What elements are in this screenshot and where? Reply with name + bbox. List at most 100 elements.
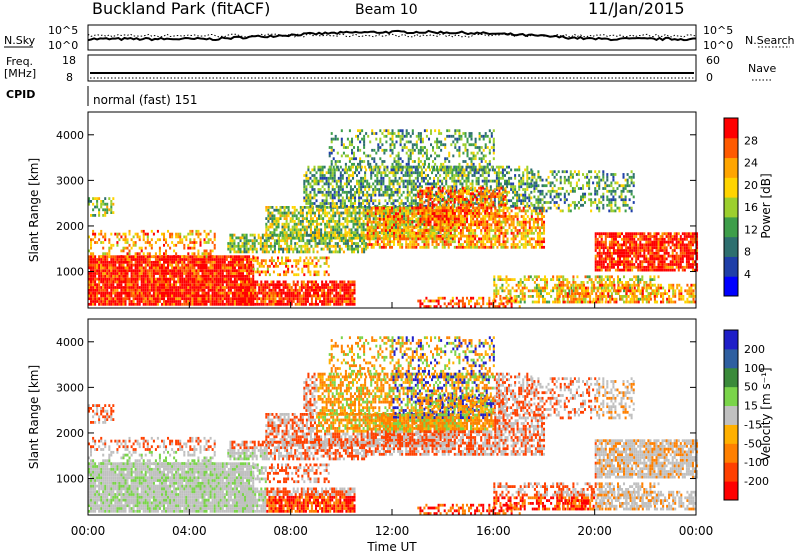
power-cell bbox=[492, 157, 495, 161]
power-cell bbox=[175, 302, 178, 306]
power-cell bbox=[266, 267, 269, 271]
power-cell bbox=[108, 260, 111, 264]
power-cell bbox=[336, 244, 339, 248]
power-cell bbox=[106, 277, 109, 281]
power-cell bbox=[457, 179, 460, 183]
power-cell bbox=[134, 258, 137, 261]
power-cell bbox=[263, 247, 266, 251]
power-cell bbox=[144, 294, 147, 298]
power-cell bbox=[337, 291, 340, 295]
power-cell bbox=[231, 244, 234, 248]
power-cell bbox=[401, 137, 404, 141]
power-cell bbox=[161, 277, 164, 281]
power-cell bbox=[320, 231, 323, 234]
power-cell bbox=[158, 277, 161, 281]
power-cell bbox=[285, 220, 288, 223]
power-cell bbox=[347, 291, 350, 295]
power-cell bbox=[313, 273, 316, 277]
power-cell bbox=[260, 283, 263, 287]
power-cell bbox=[244, 269, 247, 273]
power-cell bbox=[512, 185, 515, 189]
power-cell bbox=[203, 255, 206, 259]
power-cell bbox=[242, 300, 245, 303]
power-cell bbox=[288, 297, 291, 301]
power-cell bbox=[246, 258, 249, 261]
power-cell bbox=[356, 236, 359, 240]
power-cell bbox=[353, 280, 356, 284]
power-cell bbox=[317, 273, 320, 277]
power-cell bbox=[233, 233, 236, 237]
power-cell bbox=[401, 165, 404, 169]
power-cell bbox=[324, 214, 327, 218]
power-cell bbox=[444, 165, 447, 169]
power-cell bbox=[173, 291, 176, 295]
date-title: 11/Jan/2015 bbox=[588, 0, 685, 18]
power-cell bbox=[320, 247, 323, 251]
power-cell bbox=[254, 291, 257, 295]
power-cell bbox=[393, 146, 396, 149]
power-cell bbox=[522, 202, 525, 205]
power-cell bbox=[102, 258, 105, 261]
power-cell bbox=[156, 238, 159, 242]
power-cell bbox=[303, 199, 306, 203]
power-cell bbox=[486, 134, 489, 138]
power-cell bbox=[136, 297, 139, 301]
power-cell bbox=[428, 162, 431, 166]
power-cell bbox=[465, 185, 468, 189]
power-cell bbox=[329, 190, 332, 194]
power-cell bbox=[526, 174, 529, 177]
power-cell bbox=[280, 297, 283, 301]
power-cell bbox=[462, 151, 465, 155]
power-cell bbox=[366, 214, 369, 218]
power-cell bbox=[240, 255, 243, 259]
power-cell bbox=[191, 274, 194, 278]
power-cell bbox=[136, 294, 139, 298]
power-cell bbox=[351, 288, 354, 292]
power-cell bbox=[130, 255, 133, 259]
power-cell bbox=[520, 179, 523, 183]
power-cell bbox=[246, 283, 249, 287]
power-cell bbox=[270, 300, 273, 303]
power-cell bbox=[350, 220, 353, 223]
power-cell bbox=[165, 274, 168, 278]
power-cell bbox=[235, 294, 238, 298]
power-cell bbox=[321, 176, 324, 180]
power-cell bbox=[428, 165, 431, 169]
power-cell bbox=[225, 263, 228, 267]
power-cell bbox=[373, 165, 376, 169]
power-cell bbox=[348, 140, 351, 144]
power-cell bbox=[189, 283, 192, 287]
power-cell bbox=[420, 185, 423, 189]
power-cell bbox=[128, 288, 131, 292]
power-cell bbox=[393, 157, 396, 161]
power-cell bbox=[444, 146, 447, 149]
power-cell bbox=[256, 297, 259, 301]
power-cell bbox=[363, 242, 366, 245]
power-cell bbox=[456, 137, 459, 141]
power-cell bbox=[193, 283, 196, 287]
power-cell bbox=[90, 238, 93, 242]
power-cell bbox=[339, 288, 342, 292]
power-cell bbox=[360, 168, 363, 172]
power-cell bbox=[490, 134, 493, 138]
power-cell bbox=[370, 199, 373, 203]
power-cell bbox=[286, 288, 289, 292]
power-cell bbox=[161, 286, 164, 289]
power-cell bbox=[447, 196, 450, 200]
power-cell bbox=[150, 255, 153, 259]
power-cell bbox=[349, 188, 352, 191]
power-cell bbox=[406, 185, 409, 189]
power-cell bbox=[345, 288, 348, 292]
power-cell bbox=[431, 193, 434, 197]
power-cell bbox=[270, 291, 273, 295]
power-cell bbox=[363, 250, 366, 254]
power-cell bbox=[346, 242, 349, 245]
power-cell bbox=[300, 244, 303, 248]
power-cell bbox=[148, 294, 151, 298]
power-cell bbox=[263, 239, 266, 243]
power-cell bbox=[211, 277, 214, 281]
power-cell bbox=[142, 229, 145, 233]
power-cell bbox=[201, 269, 204, 273]
power-cell bbox=[275, 217, 278, 220]
power-cell bbox=[265, 236, 268, 240]
